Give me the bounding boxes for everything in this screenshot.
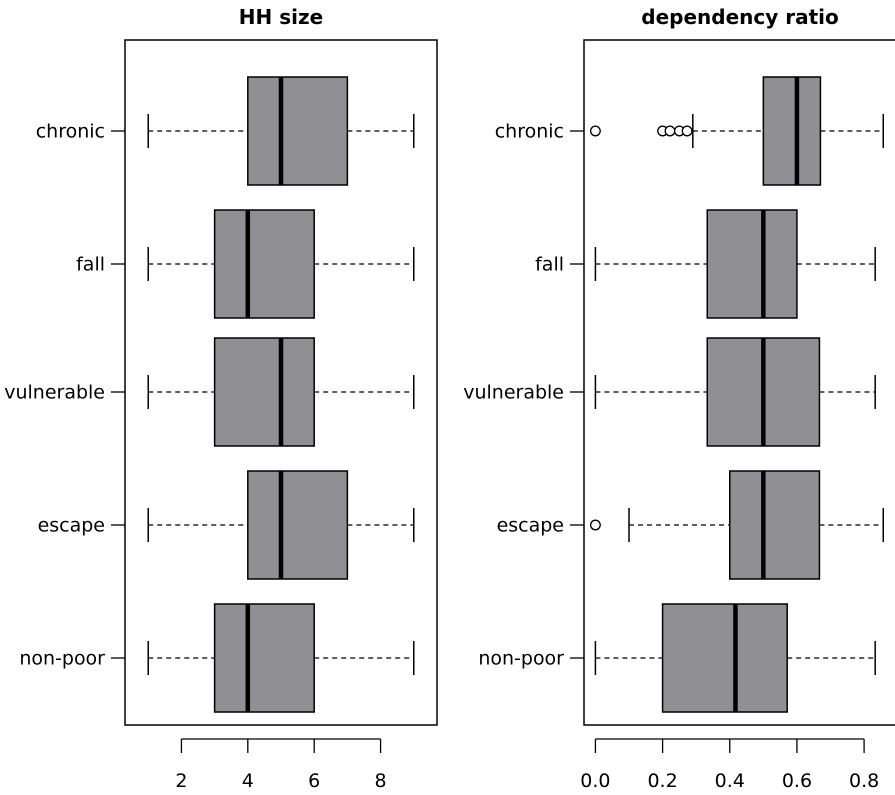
category-label: chronic bbox=[495, 121, 564, 143]
iqr-box bbox=[762, 76, 822, 186]
x-tick-label: 6 bbox=[308, 770, 320, 792]
x-tick-label: 0.2 bbox=[647, 770, 677, 792]
category-label: escape bbox=[38, 515, 105, 537]
chart-title: dependency ratio bbox=[641, 5, 839, 29]
outlier-point bbox=[664, 125, 676, 137]
x-tick-label: 0.8 bbox=[849, 770, 879, 792]
box-chronic bbox=[589, 76, 884, 186]
x-tick-label: 8 bbox=[375, 770, 387, 792]
iqr-box bbox=[213, 603, 315, 713]
x-tick-label: 0.6 bbox=[782, 770, 812, 792]
panel-hh-size: HH size chronic fall vulnerable escape non-po… bbox=[4, 5, 438, 792]
x-tick-label: 2 bbox=[175, 770, 187, 792]
box-vulnerable bbox=[594, 337, 876, 447]
category-label: non-poor bbox=[478, 648, 564, 670]
plot-frame bbox=[124, 39, 438, 726]
category-label: fall bbox=[76, 254, 105, 276]
iqr-box bbox=[661, 603, 788, 713]
box-escape bbox=[589, 470, 884, 580]
category-label: escape bbox=[497, 515, 564, 537]
iqr-box bbox=[213, 337, 315, 447]
box-chronic bbox=[147, 76, 415, 186]
box-non-poor bbox=[147, 603, 415, 713]
outlier-point bbox=[589, 519, 601, 531]
box-escape bbox=[147, 470, 415, 580]
category-label: vulnerable bbox=[4, 382, 105, 404]
iqr-box bbox=[213, 209, 315, 319]
category-label: vulnerable bbox=[463, 382, 564, 404]
iqr-box bbox=[247, 76, 349, 186]
panel-dependency-ratio: dependency ratio chronic fall vulnerable esc… bbox=[463, 5, 895, 792]
iqr-box bbox=[729, 470, 821, 580]
x-tick-label: 0.0 bbox=[580, 770, 610, 792]
x-tick-label: 4 bbox=[242, 770, 254, 792]
plot-frame bbox=[583, 39, 895, 726]
category-label: chronic bbox=[36, 121, 105, 143]
box-fall bbox=[594, 209, 876, 319]
iqr-box bbox=[706, 209, 798, 319]
box-fall bbox=[147, 209, 415, 319]
outlier-point bbox=[589, 125, 601, 137]
category-label: fall bbox=[535, 254, 564, 276]
outlier-point bbox=[681, 125, 693, 137]
iqr-box bbox=[247, 470, 349, 580]
box-non-poor bbox=[594, 603, 876, 713]
box-vulnerable bbox=[147, 337, 415, 447]
x-tick-label: 0.4 bbox=[715, 770, 745, 792]
chart-title: HH size bbox=[239, 5, 323, 29]
category-label: non-poor bbox=[19, 648, 105, 670]
